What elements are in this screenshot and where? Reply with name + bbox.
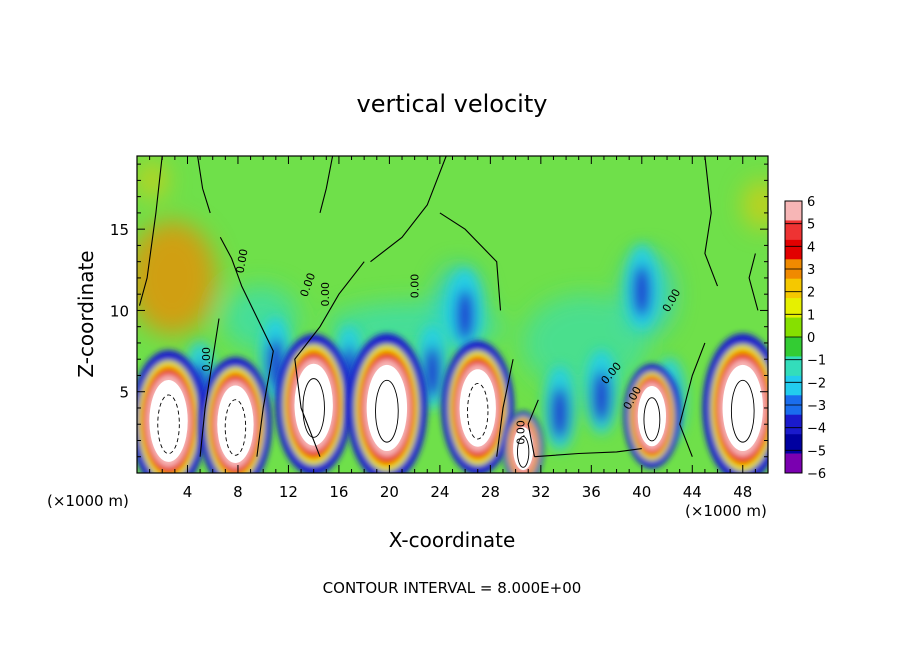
zero-contour-line [534, 448, 642, 458]
y-axis-label: Z-coordinate [74, 250, 98, 377]
colorbar-label: −1 [807, 354, 826, 369]
x-tick-label: 8 [233, 483, 243, 501]
downdraft-core [550, 386, 569, 439]
zero-contour-line [704, 156, 719, 287]
downdraft-core [592, 370, 611, 423]
updraft-cells [137, 333, 768, 473]
zero-contour-line [679, 342, 706, 457]
colorbar-label: 4 [807, 240, 815, 255]
zero-contour-line [199, 318, 220, 457]
zero-contour-line [197, 156, 211, 214]
y-tick-label: 15 [110, 221, 129, 239]
x-tick-label: 20 [380, 483, 399, 501]
y-tick-label: 5 [119, 384, 129, 402]
zero-contour-line [496, 359, 514, 457]
core-contour [730, 379, 755, 443]
zero-contour-line [138, 156, 163, 306]
core-contour [224, 399, 247, 456]
core-contour [517, 435, 530, 468]
x-tick-label: 48 [733, 483, 752, 501]
colorbar-label: −4 [807, 422, 826, 437]
contour-label: 0.00 [408, 274, 421, 299]
colorbar: 6 5 4 3 2 1 0 −1 −2 −3 −4 −5 −6 [784, 195, 826, 482]
y-axis-ticks: 5 10 15 [110, 163, 768, 458]
colorbar-label: 6 [807, 195, 815, 210]
zero-contour-line [748, 253, 759, 311]
colorbar-swatch [785, 317, 802, 338]
contour-interval-note: CONTOUR INTERVAL = 8.000E+00 [323, 579, 582, 597]
x-tick-label: 4 [183, 483, 193, 501]
contour-label: 0.00 [200, 347, 213, 372]
cell-core [459, 369, 496, 447]
x-tick-label: 32 [531, 483, 550, 501]
x-axis-label: X-coordinate [389, 528, 516, 552]
core-contour [302, 378, 325, 438]
zero-contour-line [370, 156, 447, 263]
colorbar-label: 5 [807, 218, 815, 233]
colorbar-swatch [785, 278, 802, 299]
core-contour [467, 382, 489, 440]
colorbar-label: 1 [807, 308, 815, 323]
colorbar-swatch [785, 337, 802, 357]
contour-label: 0.00 [234, 248, 251, 274]
colorbar-swatch [785, 201, 802, 221]
chart-title: vertical velocity [357, 90, 548, 118]
contour-label: 0.00 [514, 420, 527, 445]
zero-contour-line [527, 399, 539, 457]
colorbar-swatch [785, 375, 802, 396]
heatmap-field: 0.000.000.00 0.000.000.000.000.000.00 [137, 156, 768, 473]
mid-level-band [521, 294, 649, 392]
colorbar-swatch [785, 239, 802, 260]
colorbar-label: 2 [807, 286, 815, 301]
x-tick-label: 16 [329, 483, 348, 501]
downdraft-core [423, 346, 442, 399]
x-tick-label: 44 [683, 483, 702, 501]
cell-core [722, 364, 763, 452]
field-layer [137, 160, 768, 473]
colorbar-label: −2 [807, 376, 826, 391]
zero-contour-line [319, 156, 334, 214]
colorbar-label: −6 [807, 467, 826, 482]
x-tick-label: 28 [481, 483, 500, 501]
x-tick-label: 40 [632, 483, 651, 501]
downdraft-core [456, 289, 474, 342]
colorbar-label: −3 [807, 399, 826, 414]
colorbar-swatch [785, 434, 802, 454]
upper-left-band [137, 160, 168, 200]
x-units-left: (×1000 m) [47, 492, 129, 510]
x-units-right: (×1000 m) [685, 502, 767, 520]
cell-core [217, 385, 254, 464]
colorbar-swatch [785, 414, 802, 435]
zero-contour-line [439, 212, 502, 311]
upper-right-band [742, 180, 768, 230]
colorbar-swatch [785, 453, 802, 474]
y-tick-label: 10 [110, 302, 129, 320]
upper-left-updraft-band [137, 221, 217, 335]
x-tick-label: 12 [279, 483, 298, 501]
cell-core [149, 380, 188, 462]
core-contour [375, 379, 399, 443]
cell-core [294, 363, 333, 446]
colorbar-label: 3 [807, 263, 815, 278]
zero-contour-line [219, 237, 274, 457]
core-contour [643, 397, 661, 442]
downdraft-core [632, 264, 651, 317]
core-contour [157, 394, 180, 455]
x-tick-label: 24 [430, 483, 449, 501]
contour-layer: 0.000.000.00 0.000.000.000.000.000.00 [138, 156, 759, 468]
cell-core [366, 364, 408, 452]
colorbar-swatch [785, 220, 802, 241]
cell-core [637, 385, 667, 447]
colorbar-label: −5 [807, 444, 826, 459]
colorbar-swatch [785, 356, 802, 377]
colorbar-label: 0 [807, 331, 815, 346]
contour-label: 0.00 [319, 282, 332, 307]
zero-contour-line [294, 261, 365, 457]
colorbar-swatch [785, 298, 802, 318]
x-axis-ticks: 4 8 12 16 20 24 28 32 36 40 44 48 [149, 156, 756, 501]
x-tick-label: 36 [582, 483, 601, 501]
